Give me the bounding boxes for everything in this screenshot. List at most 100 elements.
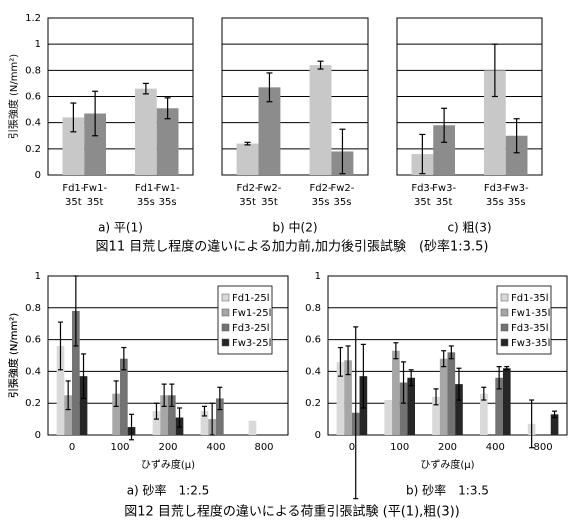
bar xyxy=(216,398,224,435)
y-tick-label: 0 xyxy=(315,430,321,441)
bar xyxy=(336,361,345,435)
y-axis-label: 引張強度 (N/mm²) xyxy=(7,313,20,398)
x-tick-label: 0 xyxy=(349,442,355,453)
x-tick-label: 200 xyxy=(438,442,457,453)
bar xyxy=(79,376,88,435)
bar xyxy=(484,70,506,175)
plot-frame xyxy=(396,17,543,176)
y-tick-label: 0.4 xyxy=(305,366,321,377)
legend-swatch xyxy=(221,323,230,332)
bar xyxy=(160,395,168,435)
legend-label: Fw3-35l xyxy=(511,338,550,349)
legend-label: Fd1-25l xyxy=(232,293,270,304)
x-tick-label: Fw2-35t xyxy=(257,183,281,208)
y-axis-label: 引張強度 (N/mm²) xyxy=(7,313,20,398)
bar xyxy=(384,400,393,435)
x-tick-label: 100 xyxy=(390,442,409,453)
legend-swatch xyxy=(221,338,230,347)
chart-title: b) 砂率 1:3.5 xyxy=(406,483,489,498)
y-tick-label: 0 xyxy=(35,170,41,181)
chart-title: c) 粗(3) xyxy=(447,221,491,235)
legend-label: Fd3-35l xyxy=(511,323,549,334)
bar xyxy=(455,384,463,435)
legend-swatch xyxy=(500,293,509,302)
bar xyxy=(236,143,259,175)
bar xyxy=(135,88,157,175)
y-tick-label: 0.8 xyxy=(305,303,321,314)
bar xyxy=(392,350,400,435)
bar xyxy=(495,377,503,435)
y-tick-label: 1 xyxy=(35,271,41,282)
bar xyxy=(505,135,528,175)
bar xyxy=(447,352,456,435)
x-tick-label: 800 xyxy=(254,442,273,453)
y-tick-label: 0 xyxy=(35,430,41,441)
legend-label: Fw1-25l xyxy=(232,308,271,319)
x-tick-label: Fd1-35t xyxy=(62,183,84,208)
x-tick-label: Fw3-35s xyxy=(505,183,529,208)
bar xyxy=(248,420,257,435)
bar xyxy=(200,411,209,435)
chart-title: a) 平(1) xyxy=(98,221,143,235)
y-tick-label: 0.6 xyxy=(25,335,41,346)
y-tick-label: 0.8 xyxy=(25,65,41,76)
x-tick-label: 400 xyxy=(486,442,505,453)
bar xyxy=(56,345,65,435)
legend-label: Fd1-35l xyxy=(511,293,549,304)
x-tick-label: Fw3-35t xyxy=(432,183,456,208)
bar xyxy=(156,108,179,175)
x-tick-label: 400 xyxy=(206,442,225,453)
bar xyxy=(62,117,85,175)
x-tick-label: 800 xyxy=(534,442,553,453)
y-tick-label: 0.2 xyxy=(25,144,41,155)
y-tick-label: 0.8 xyxy=(25,303,41,314)
chart-title: a) 砂率 1:2.5 xyxy=(127,483,210,498)
x-tick-label: 200 xyxy=(158,442,177,453)
x-tick-label: Fd2-35s xyxy=(310,183,332,208)
bar xyxy=(258,87,281,175)
legend-swatch xyxy=(221,308,230,317)
y-tick-label: 1 xyxy=(315,271,321,282)
x-axis-label: ひずみ度(μ) xyxy=(420,458,474,471)
y-tick-label: 0.2 xyxy=(305,398,321,409)
x-tick-label: Fw1-35t xyxy=(83,183,107,208)
bar xyxy=(168,395,176,435)
legend-label: Fd3-25l xyxy=(232,323,270,334)
figure-caption: 図12 目荒し程度の違いによる荷重引張試験 (平(1),粗(3)) xyxy=(124,504,460,520)
y-tick-label: 0.6 xyxy=(305,335,321,346)
bar xyxy=(309,65,332,175)
x-tick-label: Fw1-35s xyxy=(156,183,180,208)
x-tick-label: 100 xyxy=(110,442,129,453)
plot-frame xyxy=(221,17,369,176)
x-tick-label: 0 xyxy=(69,442,75,453)
bar xyxy=(112,393,120,435)
x-tick-label: Fd3-35s xyxy=(484,183,506,208)
x-tick-label: Fw2-35s xyxy=(330,183,354,208)
y-axis-label: 引張強度 (N/mm²) xyxy=(7,54,20,139)
legend-swatch xyxy=(221,293,230,302)
bar xyxy=(152,411,161,435)
bar xyxy=(407,377,415,435)
bar xyxy=(72,310,80,435)
bar xyxy=(344,360,352,435)
figure-caption: 図11 目荒し程度の違いによる加力前,加力後引張試験 (砂率1:3.5) xyxy=(96,239,489,255)
plot-frame xyxy=(47,17,194,176)
y-tick-label: 0.2 xyxy=(25,398,41,409)
bar xyxy=(433,125,455,175)
bar xyxy=(399,382,408,435)
bar xyxy=(432,396,440,435)
y-tick-label: 0.4 xyxy=(25,118,41,129)
y-tick-label: 0.4 xyxy=(25,366,41,377)
legend-label: Fw3-25l xyxy=(232,338,271,349)
bar xyxy=(84,113,106,175)
chart-title: b) 中(2) xyxy=(272,220,317,235)
y-tick-label: 1 xyxy=(35,39,41,50)
legend-swatch xyxy=(500,323,509,332)
x-tick-label: Fd2-35t xyxy=(237,183,259,208)
bar xyxy=(550,414,559,435)
x-tick-label: Fd3-35t xyxy=(411,183,433,208)
bar xyxy=(439,358,448,435)
y-tick-label: 1.2 xyxy=(25,13,41,24)
bar xyxy=(480,393,488,435)
